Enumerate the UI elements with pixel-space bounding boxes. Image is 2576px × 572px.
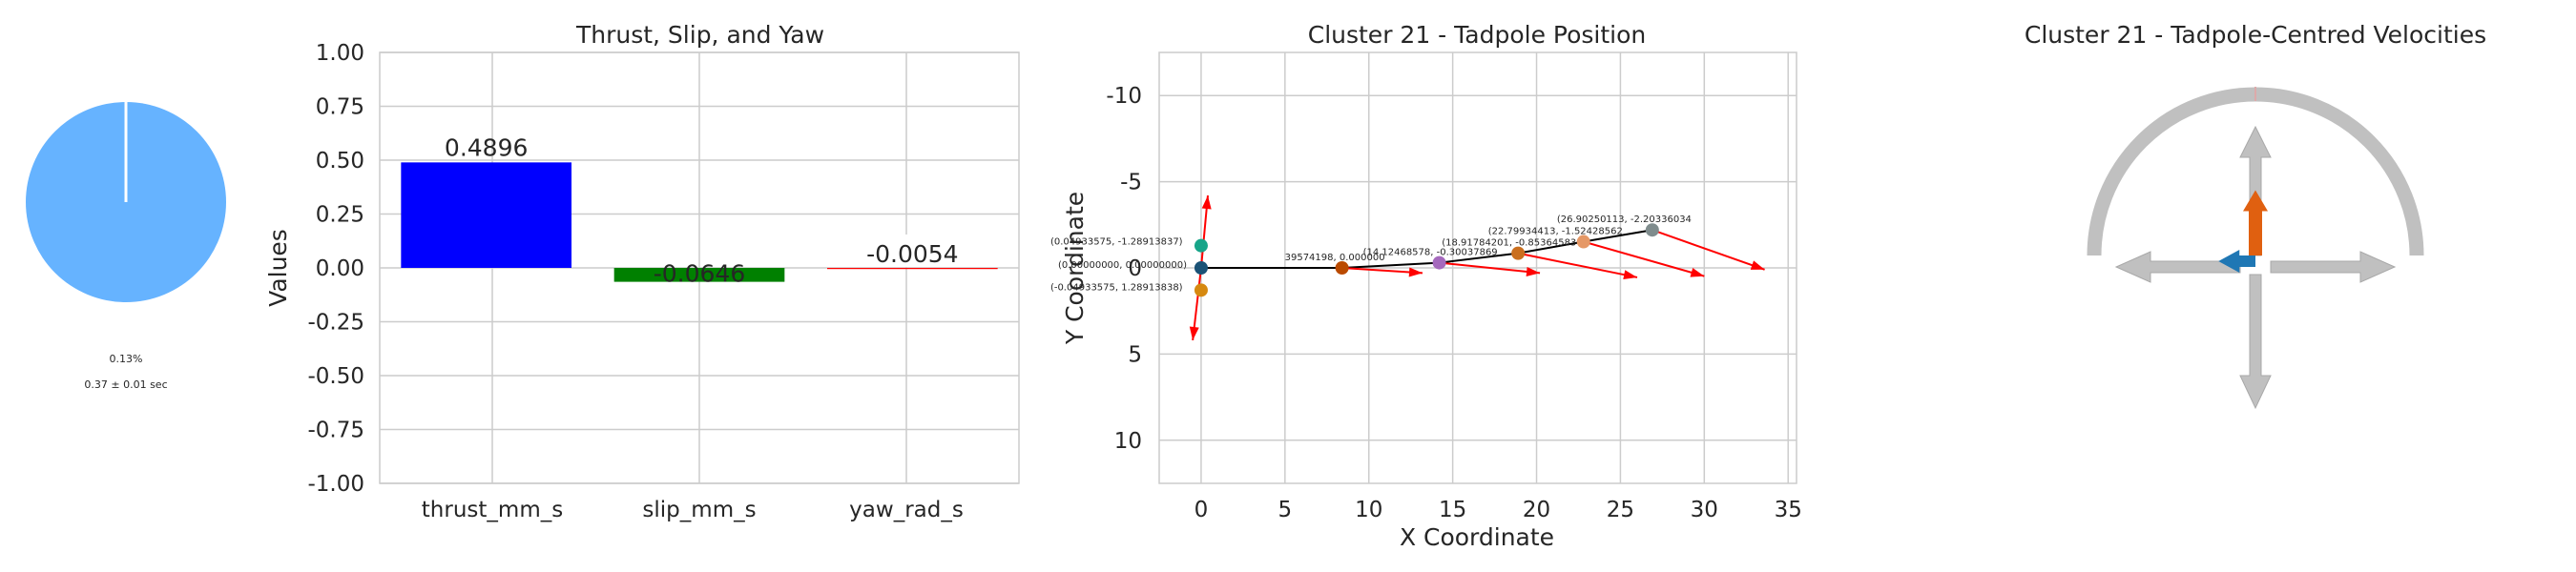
bar-ytick-label: 0.50 [316,149,364,174]
bar-ytick-label: -0.50 [307,364,364,389]
velocity-arrow [1439,261,1541,276]
bar-thrust [401,162,571,268]
bar-ytick-label: 0.00 [316,256,364,281]
position-point [1335,261,1349,275]
bar-xtick-label: slip_mm_s [642,498,756,522]
position-point-label: 39574198, 0.000000 [1285,253,1385,263]
position-point-label: (18.91784201, -0.85364583 [1442,238,1576,249]
bar-label-background [822,235,990,267]
bar-xtick-label: thrust_mm_s [422,498,563,522]
position-ytick-label: 0 [1128,256,1142,281]
position-point [1645,223,1659,237]
position-xtick-label: 30 [1691,498,1718,522]
position-chart-title: Cluster 21 - Tadpole Position [1308,21,1647,49]
bar-ytick-label: 0.75 [316,95,364,120]
position-point-label: (14.12468578, -0.30037869 [1363,248,1498,258]
pie-panel: 0.13% 0.37 ± 0.01 sec [26,102,226,391]
bar-axes-frame [379,51,1020,484]
pie-duration-label: 0.37 ± 0.01 sec [84,378,167,391]
position-point [1194,283,1208,297]
bar-ytick-label: 1.00 [316,41,364,66]
compass-left-arrow [2114,251,2241,283]
bar-value-label: 0.4896 [445,133,528,161]
velocity-arrow [1517,252,1638,280]
bar-xtick-label: yaw_rad_s [849,498,964,522]
position-ytick-label: 10 [1114,429,1142,454]
bar-ytick-label: 0.25 [316,203,364,228]
position-point [1511,246,1526,260]
position-point-label: (-0.04933575, 1.28913838) [1050,282,1183,293]
position-point-label: (22.79934413, -1.52428562 [1488,227,1623,237]
position-x-axis-label: X Coordinate [1400,523,1554,551]
position-xtick-label: 25 [1607,498,1634,522]
velocity-arrow [1189,267,1202,341]
position-xtick-label: 15 [1439,498,1466,522]
position-ytick-label: 5 [1128,342,1142,367]
velocity-arrows [1189,194,1765,341]
bar-panel: Thrust, Slip, and Yaw 1.00 0.75 0.50 0.2… [264,21,1020,522]
velocity-chart-title: Cluster 21 - Tadpole-Centred Velocities [2025,21,2486,49]
bar-value-label: -0.0646 [654,260,746,288]
velocity-arrow [1199,194,1212,269]
velocity-arrow [1341,267,1423,277]
position-point [1576,235,1590,249]
bar-ytick-label: -1.00 [307,472,364,497]
position-point [1194,238,1208,253]
position-point-labels: (0.04933575, -1.28913837) (0.00000000, 0.… [1050,214,1692,293]
slip-arrow [2218,250,2255,273]
position-xtick-label: 0 [1195,498,1209,522]
compass-down-arrow [2239,274,2272,410]
pie-percent-label: 0.13% [110,353,143,365]
position-y-axis-label: Y Coordinate [1061,192,1089,345]
bar-ytick-label: -0.75 [307,419,364,443]
compass-reference-arrows [2114,125,2397,410]
position-xtick-label: 10 [1355,498,1382,522]
position-gridlines [1159,52,1797,483]
bar-y-axis-label: Values [264,229,292,307]
position-point [1432,255,1446,270]
position-ytick-label: -5 [1120,171,1142,195]
velocity-arrow [1652,229,1765,271]
bar-y-ticks: 1.00 0.75 0.50 0.25 0.00 -0.25 -0.50 -0.… [307,41,364,497]
position-xtick-label: 35 [1775,498,1802,522]
position-x-ticks: 0 5 10 15 20 25 30 35 [1195,498,1802,522]
position-xtick-label: 5 [1278,498,1293,522]
thrust-arrow [2243,190,2268,255]
bar-yaw [827,268,998,270]
bar-ytick-label: -0.25 [307,311,364,336]
bar-slip [613,268,785,282]
position-point-label: (0.00000000, 0.00000000) [1058,260,1187,271]
bar-chart-title: Thrust, Slip, and Yaw [575,21,824,49]
position-point-label: (0.04933575, -1.28913837) [1050,237,1183,248]
position-ytick-label: -10 [1106,84,1142,109]
bar-value-label: -0.0054 [866,240,959,268]
position-y-ticks: -10 -5 0 5 10 [1106,84,1142,454]
compass-right-arrow [2270,251,2397,283]
velocity-panel: Cluster 21 - Tadpole-Centred Velocities [2025,21,2486,410]
trajectory-line [1200,229,1652,269]
bar-x-ticks: thrust_mm_s slip_mm_s yaw_rad_s [422,498,964,522]
position-panel: Cluster 21 - Tadpole Position 0 5 10 15 … [1050,21,1802,551]
position-xtick-label: 20 [1523,498,1550,522]
position-point [1194,261,1208,275]
position-points [1194,223,1659,297]
position-axes-frame [1158,51,1797,484]
position-point-label: (26.90250113, -2.20336034 [1557,214,1692,225]
velocity-arrow [1583,240,1705,277]
